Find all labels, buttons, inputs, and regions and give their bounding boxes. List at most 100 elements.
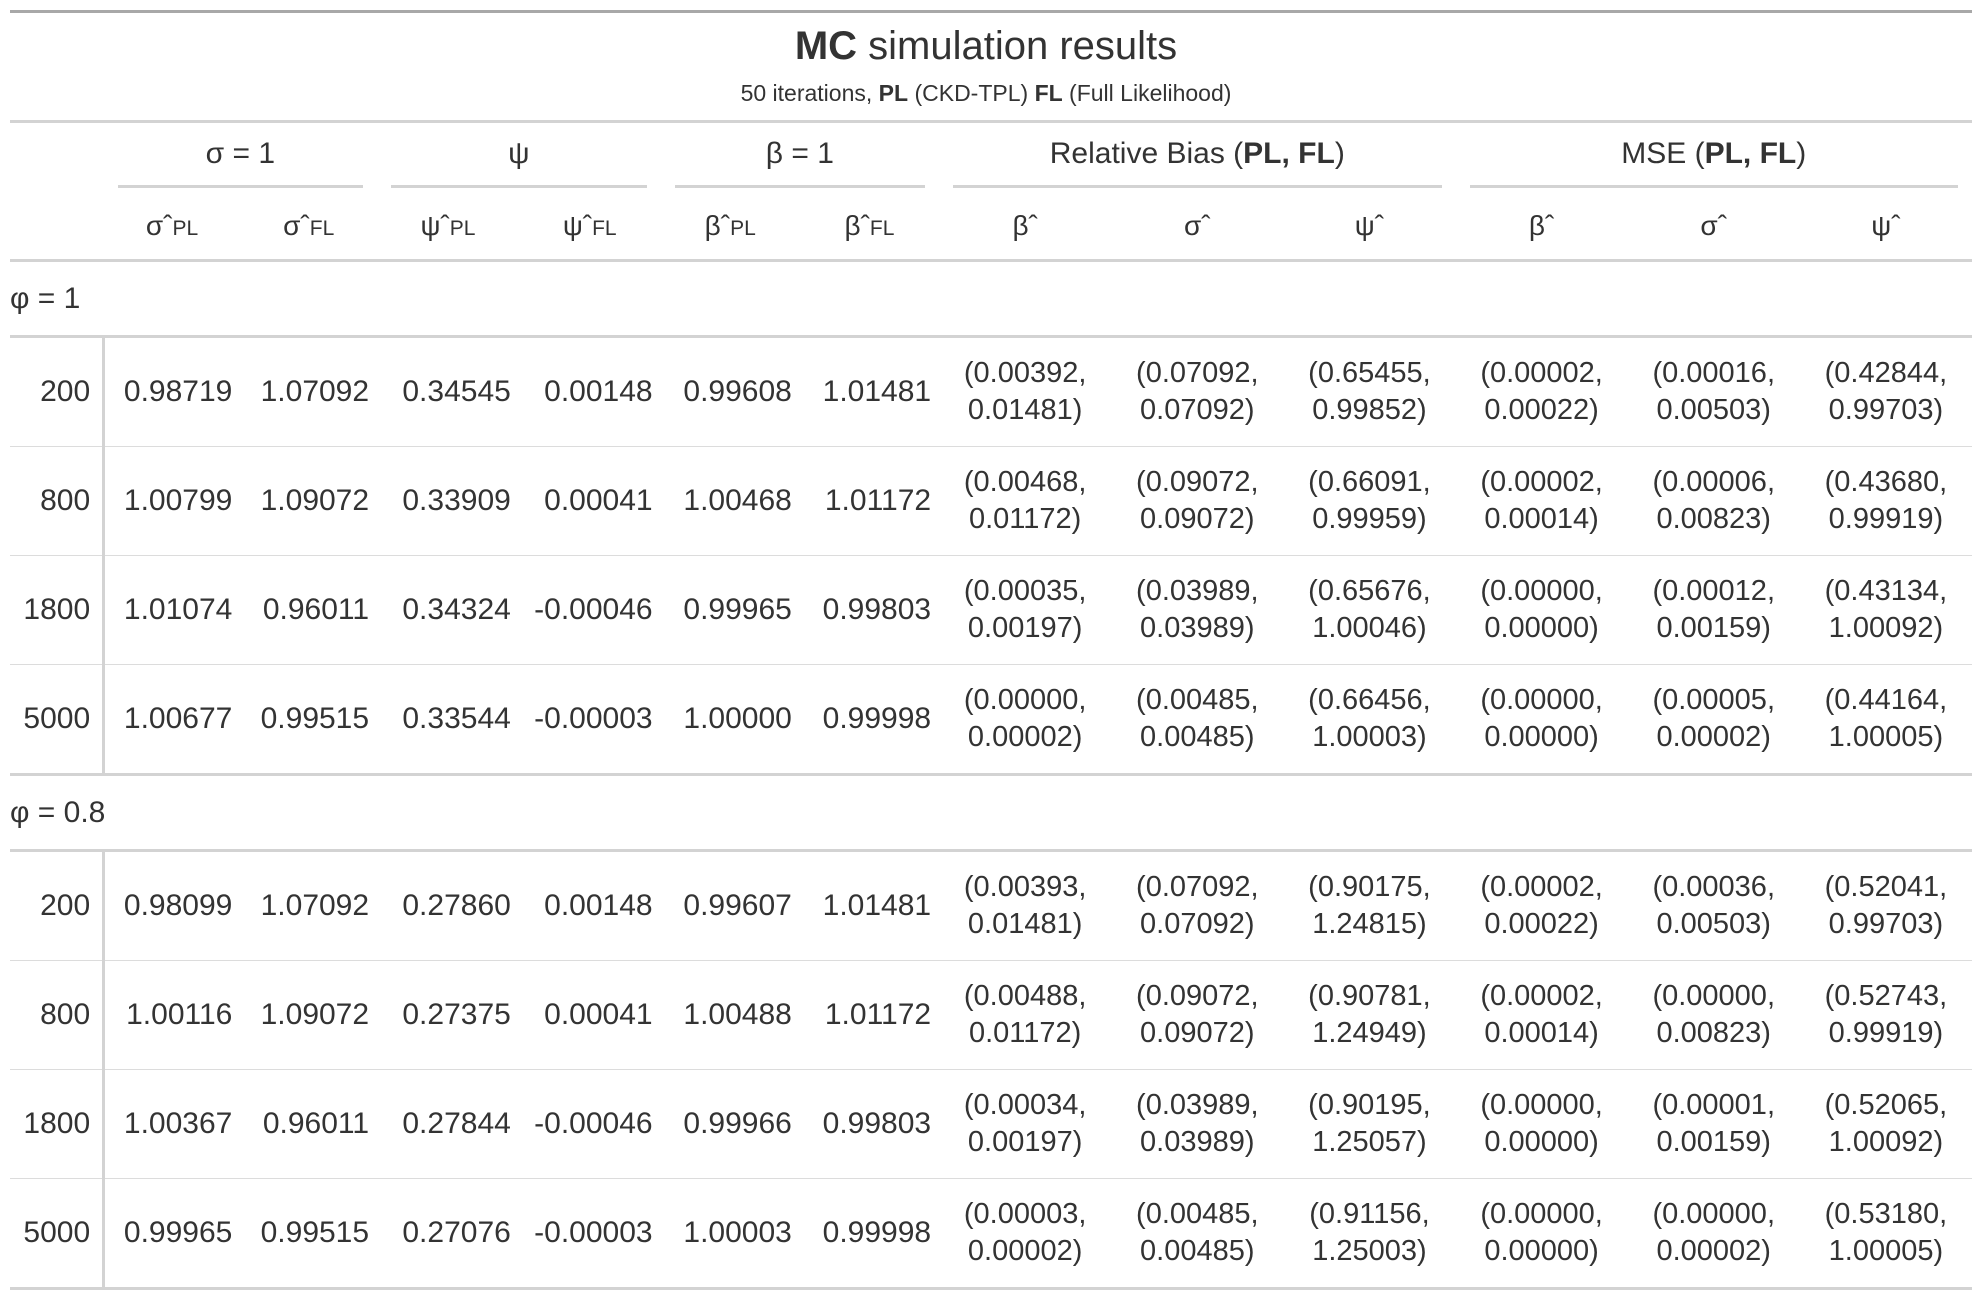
table-cell: 0.34324 xyxy=(377,555,519,665)
stub-spanner xyxy=(10,123,104,193)
table-cell: 1.00799 xyxy=(103,446,241,556)
table-cell: 0.00041 xyxy=(518,960,661,1070)
table-cell-pair: (0.52065, 1.00092) xyxy=(1799,1069,1972,1179)
title-rest: simulation results xyxy=(857,24,1178,68)
table-cell-pair: (0.90175, 1.24815) xyxy=(1283,850,1456,961)
table-cell-pair: (0.00000, 0.00002) xyxy=(939,664,1112,776)
table-cell-pair: (0.90781, 1.24949) xyxy=(1283,960,1456,1070)
table-cell: 1.01172 xyxy=(799,960,940,1070)
column-symbol: ψˆ xyxy=(562,210,593,241)
table-cell-pair: (0.00005, 0.00002) xyxy=(1627,664,1800,776)
table-cell: 0.00148 xyxy=(518,336,661,447)
spanner-psi-label: ψ xyxy=(391,129,647,188)
column-header: βˆ xyxy=(939,193,1112,262)
table-cell: 1.01074 xyxy=(103,555,241,665)
table-cell-pair: (0.00003, 0.00002) xyxy=(939,1178,1112,1290)
table-cell: 0.34545 xyxy=(377,336,519,447)
column-symbol: βˆ xyxy=(704,210,731,241)
group-label: φ = 1 xyxy=(10,260,1972,338)
row-label-n: 200 xyxy=(10,336,106,447)
table-cell-pair: (0.03989, 0.03989) xyxy=(1111,555,1284,665)
table-cell: 0.33909 xyxy=(377,446,519,556)
rb-suffix: ) xyxy=(1334,136,1345,170)
results-table: σ = 1 ψ β = 1 Relative Bias (PL, FL) MSE… xyxy=(10,123,1972,1290)
column-symbol: ψˆ xyxy=(1871,210,1901,241)
column-subscript: PL xyxy=(449,217,476,240)
table-cell-pair: (0.00016, 0.00503) xyxy=(1627,336,1800,447)
table-subtitle: 50 iterations, PL (CKD-TPL) FL (Full Lik… xyxy=(0,76,1972,110)
column-symbol: βˆ xyxy=(1012,210,1038,241)
spanner-sigma: σ = 1 xyxy=(104,123,377,193)
table-cell-pair: (0.00000, 0.00002) xyxy=(1627,1178,1800,1290)
table-cell-pair: (0.42844, 0.99703) xyxy=(1799,336,1972,447)
table-title: MC simulation results xyxy=(0,18,1972,74)
table-row: 200 0.98719 1.07092 0.34545 0.00148 0.99608 1.… xyxy=(10,336,1972,447)
table-cell: 0.00041 xyxy=(518,446,661,556)
column-symbol: σˆ xyxy=(145,210,173,241)
spanner-mse-label: MSE (PL, FL) xyxy=(1469,129,1958,188)
table-cell-pair: (0.00485, 0.00485) xyxy=(1111,1178,1284,1290)
table-cell: -0.00003 xyxy=(518,1178,661,1290)
mse-suffix: ) xyxy=(1796,136,1807,170)
table-cell: 0.98099 xyxy=(103,850,241,961)
table-cell: 0.99515 xyxy=(240,1178,378,1290)
table-cell-pair: (0.00002, 0.00022) xyxy=(1455,336,1628,447)
table-cell-pair: (0.00488, 0.01172) xyxy=(939,960,1112,1070)
table-cell: 1.09072 xyxy=(240,960,378,1070)
table-cell: 1.00116 xyxy=(103,960,241,1070)
table-cell: 1.00000 xyxy=(660,664,800,776)
table-cell-pair: (0.00012, 0.00159) xyxy=(1627,555,1800,665)
table-cell-pair: (0.65676, 1.00046) xyxy=(1283,555,1456,665)
table-cell-pair: (0.00000, 0.00823) xyxy=(1627,960,1800,1070)
column-header: βˆ xyxy=(1455,193,1628,262)
spanner-row: σ = 1 ψ β = 1 Relative Bias (PL, FL) MSE… xyxy=(10,123,1972,193)
group-label: φ = 0.8 xyxy=(10,774,1972,852)
table-cell: 1.07092 xyxy=(240,336,378,447)
rb-bold: PL, FL xyxy=(1243,136,1335,170)
stub-header xyxy=(10,193,104,262)
table-cell-pair: (0.52743, 0.99919) xyxy=(1799,960,1972,1070)
table-row: 1800 1.01074 0.96011 0.34324 -0.00046 0.99965… xyxy=(10,555,1972,665)
table-row: 5000 1.00677 0.99515 0.33544 -0.00003 1.00000… xyxy=(10,664,1972,776)
column-header: ψˆPL xyxy=(377,193,519,262)
table-cell: 0.98719 xyxy=(103,336,241,447)
spanner-sigma-label: σ = 1 xyxy=(117,129,364,188)
table-cell-pair: (0.07092, 0.07092) xyxy=(1111,850,1284,961)
table-cell: -0.00046 xyxy=(518,555,661,665)
row-label-n: 1800 xyxy=(10,555,106,665)
column-header: σˆ xyxy=(1627,193,1800,262)
mse-prefix: MSE ( xyxy=(1621,136,1705,170)
table-cell: 1.01172 xyxy=(799,446,940,556)
column-header: ψˆ xyxy=(1283,193,1456,262)
group-row: φ = 1 xyxy=(10,260,1972,338)
table-cell: 0.96011 xyxy=(240,555,378,665)
table-cell-pair: (0.91156, 1.25003) xyxy=(1283,1178,1456,1290)
table-cell-pair: (0.90195, 1.25057) xyxy=(1283,1069,1456,1179)
table-row: 800 1.00799 1.09072 0.33909 0.00041 1.00468 1.… xyxy=(10,446,1972,556)
column-symbol: βˆ xyxy=(844,210,870,241)
table-cell: 1.01481 xyxy=(799,850,940,961)
table-cell-pair: (0.09072, 0.09072) xyxy=(1111,446,1284,556)
table-cell: 1.00488 xyxy=(660,960,800,1070)
table-cell-pair: (0.00006, 0.00823) xyxy=(1627,446,1800,556)
top-rule xyxy=(10,10,1972,13)
table-cell-pair: (0.43680, 0.99919) xyxy=(1799,446,1972,556)
table-cell-pair: (0.44164, 1.00005) xyxy=(1799,664,1972,776)
table-cell-pair: (0.00002, 0.00014) xyxy=(1455,446,1628,556)
table-cell-pair: (0.00035, 0.00197) xyxy=(939,555,1112,665)
table-cell-pair: (0.53180, 1.00005) xyxy=(1799,1178,1972,1290)
table-cell-pair: (0.00392, 0.01481) xyxy=(939,336,1112,447)
table-cell: 0.99966 xyxy=(660,1069,800,1179)
header-rule xyxy=(10,120,1972,123)
table-cell: -0.00046 xyxy=(518,1069,661,1179)
table-cell: 0.99998 xyxy=(799,664,940,776)
column-symbol: ψˆ xyxy=(420,210,450,241)
column-header: βˆFL xyxy=(799,193,940,262)
table-cell: 1.00003 xyxy=(660,1178,800,1290)
table-cell-pair: (0.00002, 0.00022) xyxy=(1455,850,1628,961)
table-cell: 1.00677 xyxy=(103,664,241,776)
table-row: 1800 1.00367 0.96011 0.27844 -0.00046 0.99966… xyxy=(10,1069,1972,1179)
column-subscript: PL xyxy=(172,217,199,240)
table-body: φ = 1 200 0.98719 1.07092 0.34545 0.00148 0.99… xyxy=(10,260,1972,1290)
row-label-n: 800 xyxy=(10,446,106,556)
